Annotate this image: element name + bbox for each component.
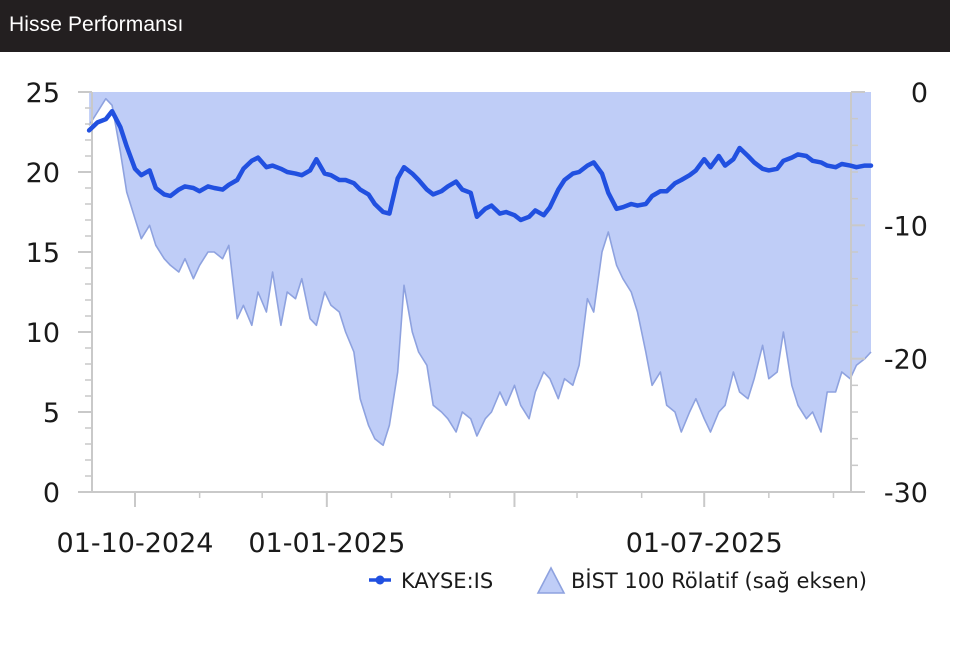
price-line <box>86 108 874 223</box>
y-left-tick-label: 0 <box>43 478 60 509</box>
y-left-tick-label: 25 <box>26 78 60 109</box>
legend-relative-label: BİST 100 Rölatif (sağ eksen) <box>571 568 867 593</box>
y-left-tick-label: 5 <box>43 398 60 429</box>
y-right-tick-label: 0 <box>911 78 928 109</box>
y-left-tick-label: 20 <box>26 158 60 189</box>
y-right-tick-label: -10 <box>884 211 928 242</box>
x-tick-label: 01-07-2025 <box>626 528 783 559</box>
y-left-tick-label: 10 <box>26 318 60 349</box>
y-right-tick-label: -30 <box>884 478 928 509</box>
legend-dot-marker <box>375 575 385 585</box>
y-right-tick-label: -20 <box>884 345 928 376</box>
x-tick-label: 01-10-2024 <box>57 528 214 559</box>
legend-price-label: KAYSE:IS <box>401 569 493 593</box>
y-left-tick-label: 15 <box>26 238 60 269</box>
relative-area <box>89 92 872 446</box>
section-header: Hisse Performansı <box>0 0 950 52</box>
x-tick-label: 01-01-2025 <box>248 528 405 559</box>
section-title: Hisse Performansı <box>9 13 184 36</box>
legend-area-marker <box>536 566 566 594</box>
relative-area-edge <box>88 97 872 447</box>
